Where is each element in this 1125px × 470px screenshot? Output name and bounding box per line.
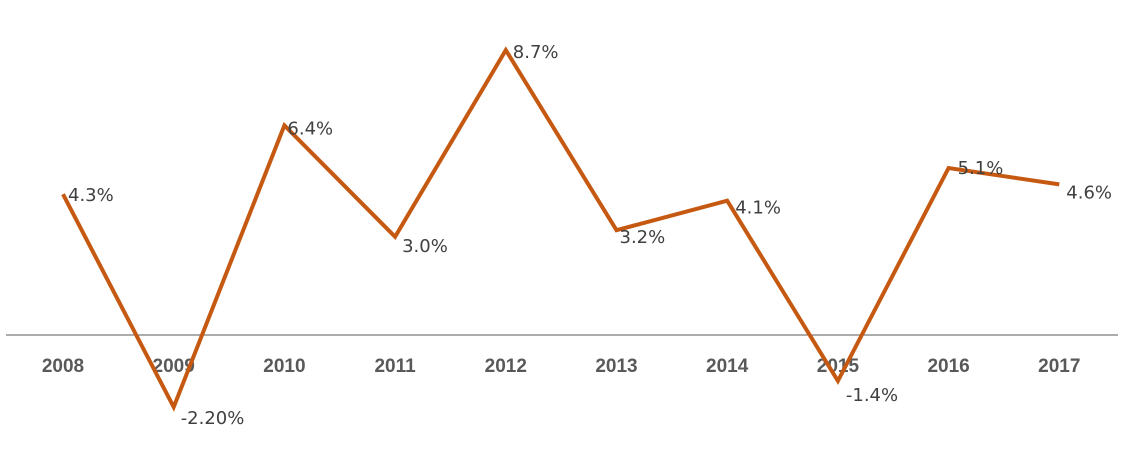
series-line	[61, 46, 1060, 412]
x-tick-label: 2014	[706, 356, 749, 377]
x-tick-label: 2009	[153, 356, 195, 377]
data-label: 4.1%	[735, 198, 781, 219]
x-tick-label: 2011	[374, 356, 416, 377]
data-label: 6.4%	[287, 118, 333, 139]
data-label: 8.7%	[513, 42, 559, 63]
x-tick-label: 2008	[42, 356, 84, 377]
data-label: 4.6%	[1066, 182, 1112, 203]
data-label: 3.2%	[620, 227, 666, 248]
x-tick-labels: 2008 2009 2010 2011 2012 2013 2014 2015 2016 2017	[42, 356, 1081, 377]
data-labels: 4.3% -2.20% 6.4% 3.0% 8.7% 3.2% 4.1% -1.4% 5.1% 4…	[68, 42, 1112, 429]
data-label: -2.20%	[181, 408, 245, 429]
x-tick-label: 2012	[485, 356, 527, 377]
x-tick-label: 2010	[263, 356, 305, 377]
x-tick-label: 2017	[1038, 356, 1080, 377]
x-tick-label: 2016	[927, 356, 969, 377]
data-label: -1.4%	[846, 385, 898, 406]
x-tick-label: 2013	[595, 356, 637, 377]
data-label: 5.1%	[958, 158, 1004, 179]
data-label: 3.0%	[402, 236, 448, 257]
data-label: 4.3%	[68, 185, 114, 206]
